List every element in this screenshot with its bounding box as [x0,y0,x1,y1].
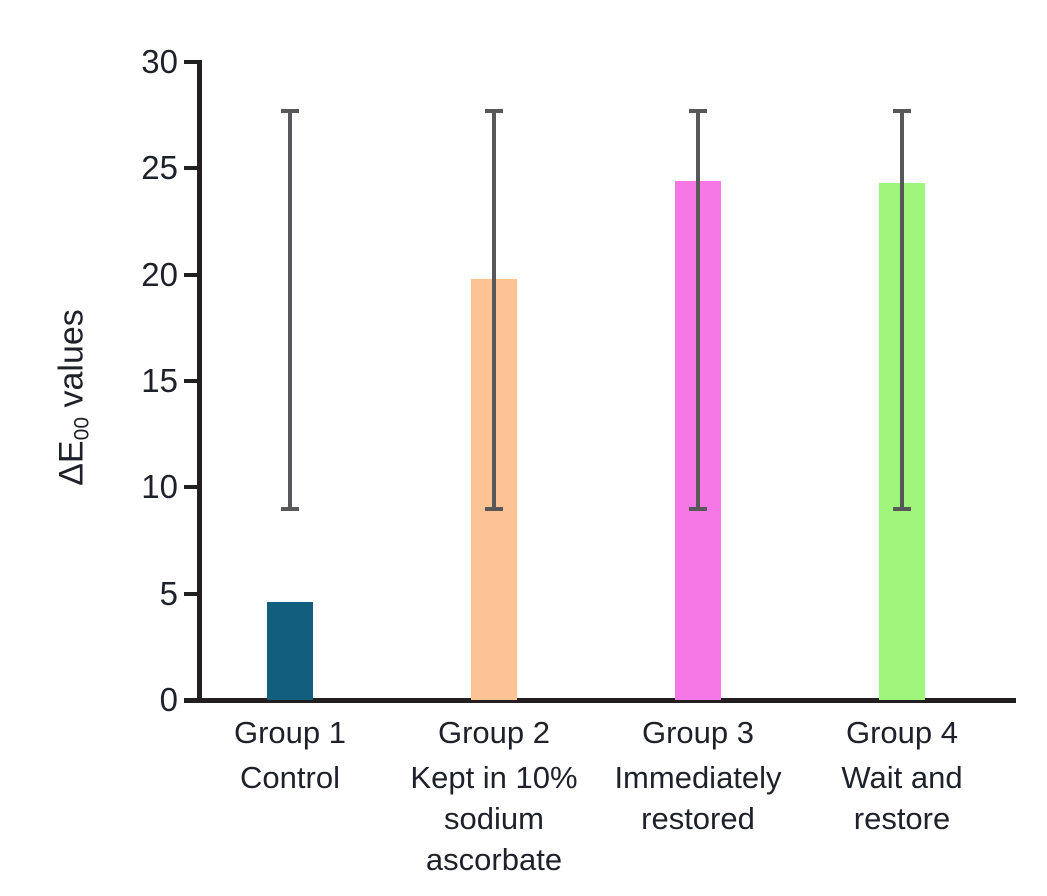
x-label-description-3: Immediately restored [614,760,782,836]
error-bar-line-1 [288,110,292,509]
error-bar-line-2 [492,110,496,509]
x-label-description-4: Wait and restore [841,760,963,836]
error-bar-cap-bottom-2 [485,506,503,511]
y-tick-label-30: 30 [141,43,178,80]
y-tick-30 [184,60,198,64]
x-label-group-2: Group 2 [437,715,550,750]
y-axis-line [197,60,202,703]
y-tick-label-10: 10 [141,468,178,506]
error-bar-cap-top-1 [281,108,299,113]
x-label-description-2: Kept in 10% sodium ascorbate [410,760,578,877]
y-tick-20 [184,272,198,277]
x-label-group-4: Group 4 [845,715,958,750]
y-tick-label-15: 15 [141,362,178,399]
error-bar-line-4 [900,110,904,509]
error-bar-cap-bottom-4 [893,506,911,511]
error-bar-cap-top-4 [893,108,911,113]
y-tick-0 [184,698,198,702]
y-axis-title-subscript: 00 [70,416,94,441]
error-bar-cap-top-3 [689,108,707,113]
error-bar-cap-bottom-3 [689,506,707,511]
x-label-group-1: Group 1 [233,715,346,750]
y-tick-label-5: 5 [159,574,178,612]
error-bar-cap-bottom-1 [281,506,299,511]
y-tick-10 [184,485,198,490]
error-bar-cap-top-2 [485,108,503,113]
x-label-description-1: Control [240,760,340,795]
y-tick-label-25: 25 [141,149,178,187]
error-bar-line-3 [696,110,700,509]
y-tick-15 [184,379,198,383]
y-tick-label-0: 0 [159,681,178,718]
y-tick-label-20: 20 [141,255,178,293]
x-label-group-3: Group 3 [641,715,754,750]
y-tick-5 [184,591,198,596]
x-axis-line [184,698,1016,703]
bar-group-1 [267,602,313,700]
y-tick-25 [184,166,198,171]
